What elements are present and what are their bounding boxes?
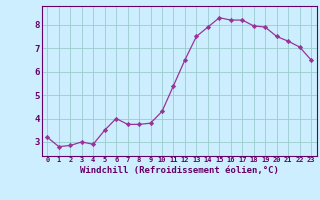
X-axis label: Windchill (Refroidissement éolien,°C): Windchill (Refroidissement éolien,°C) bbox=[80, 166, 279, 175]
